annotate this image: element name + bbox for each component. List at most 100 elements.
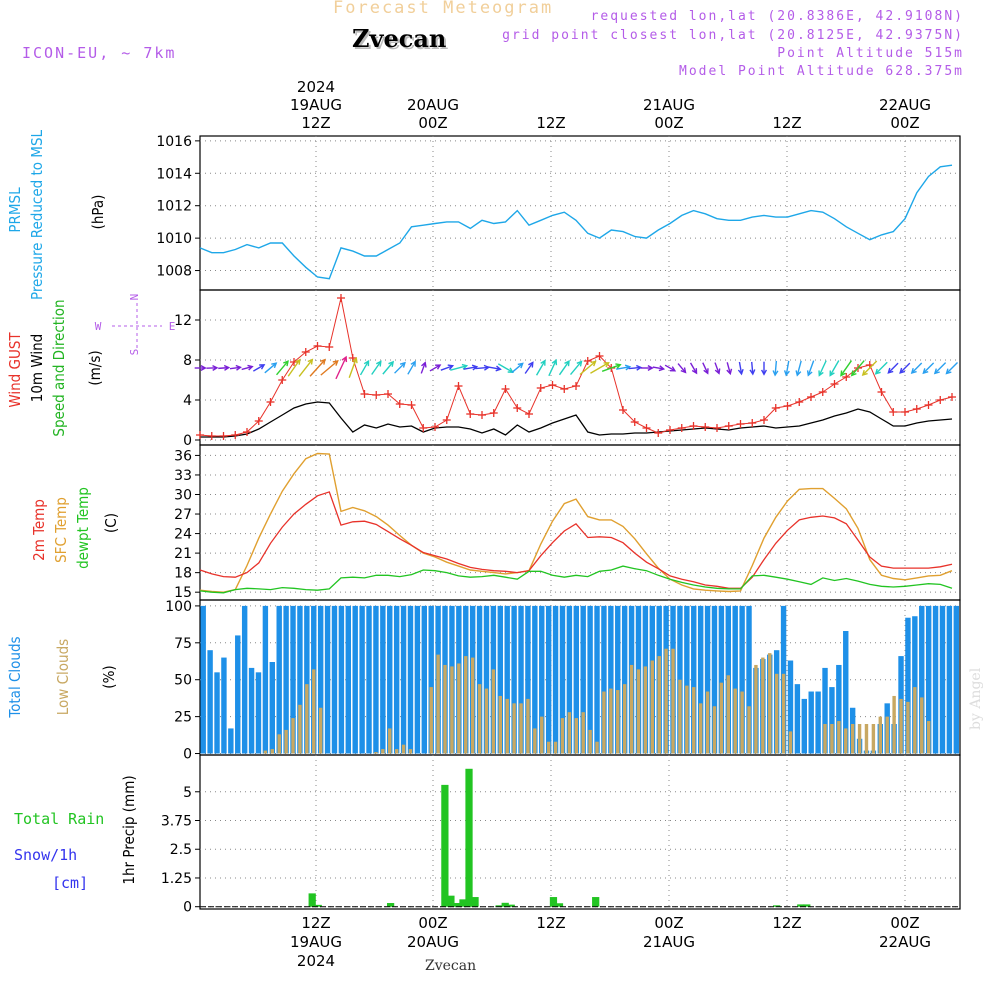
wind-direction-arrow [702, 362, 709, 374]
total-cloud-bar [366, 605, 372, 754]
total-cloud-bar [428, 605, 434, 754]
low-cloud-bar [830, 724, 834, 754]
precip-unit-label: 1hr Precip (mm) [120, 775, 138, 884]
total-cloud-bar [525, 605, 531, 754]
wind-direction-arrow [429, 364, 441, 372]
bottom-time-year: 2024 [297, 952, 335, 970]
dewpt-label: dewpt Temp [74, 487, 92, 569]
rain-bar [453, 903, 461, 907]
total-cloud-bar [939, 605, 946, 754]
compass-s: S [128, 349, 141, 356]
total-cloud-bar [476, 605, 483, 754]
wind-direction-arrow [463, 366, 477, 370]
wind-direction-arrow [241, 365, 253, 371]
precip-ytick-label: 0 [183, 900, 192, 916]
wind-direction-arrowhead [271, 362, 278, 369]
total-cloud-bar [953, 605, 959, 754]
total-cloud-bar [345, 605, 351, 754]
wind-direction-arrow [911, 362, 923, 374]
wind-direction-arrowhead [576, 360, 583, 367]
total-cloud-bar [352, 605, 358, 754]
low-cloud-bar [871, 724, 876, 754]
sfc-temp-label: SFC Temp [52, 497, 70, 563]
total-cloud-bar [801, 698, 807, 754]
total-cloud-bar [794, 684, 801, 754]
chart-title: Forecast Meteogram [333, 0, 554, 18]
wind-direction-arrow [714, 362, 720, 374]
wind-direction-arrow [851, 360, 865, 376]
total-cloud-bar [235, 635, 241, 754]
low-cloud-bar [913, 687, 917, 754]
wind-direction-arrow [475, 366, 489, 370]
total-cloud-bar [324, 605, 331, 754]
rain-bar [555, 903, 564, 907]
wind-direction-arrow [335, 356, 347, 380]
wind-direction-arrow [807, 360, 815, 376]
low-cloud-bar [906, 701, 910, 754]
rain-bar [386, 903, 395, 907]
wind-direction-arrow [382, 361, 394, 375]
wind-ytick-label: 8 [183, 353, 192, 369]
top-time-year: 2024 [297, 78, 335, 96]
total-cloud-bar [393, 605, 400, 754]
total-cloud-bar [400, 605, 407, 754]
model-point-altitude: Model Point Altitude 628.375m [679, 64, 964, 79]
total-cloud-bar [829, 687, 835, 754]
bottom-time-date: 21AUG [643, 933, 695, 951]
total-cloud-bar [290, 605, 296, 754]
low-cloud-bar [519, 703, 523, 754]
wind-direction-arrowhead [922, 368, 929, 375]
wind-direction-arrowhead [680, 367, 687, 374]
pressure-ytick-label: 1014 [156, 166, 192, 182]
rain-bar [803, 904, 811, 907]
total-cloud-bar [912, 616, 918, 754]
wind-direction-arrowhead [910, 368, 917, 375]
low-cloud-bar [609, 688, 613, 754]
wind-direction-arrowhead [307, 358, 314, 365]
wind-direction-arrow [287, 359, 301, 377]
total-cloud-bar [532, 605, 538, 754]
wind-direction-arrowhead [363, 359, 370, 367]
total-cloud-bar [932, 605, 939, 754]
temp-ytick-label: 21 [174, 546, 192, 562]
low-cloud-bar [740, 691, 744, 754]
total-cloud-bar [815, 691, 821, 754]
wind-gust-label: Wind GUST [6, 332, 24, 408]
rain-bar [773, 905, 781, 907]
low-cloud-bar [747, 706, 751, 754]
total-cloud-bar [787, 660, 794, 754]
wind-direction-arrow [875, 361, 888, 375]
low-cloud-bar [671, 648, 675, 754]
top-time-date: 20AUG [407, 96, 459, 114]
temp-2m-line [199, 491, 953, 589]
total-cloud-bar [843, 631, 849, 754]
total-cloud-bar [504, 605, 510, 754]
low-cloud-bar [388, 728, 392, 754]
total-cloud-bar [262, 605, 269, 754]
wind-direction-arrow [601, 364, 621, 372]
total-cloud-bar [228, 728, 234, 754]
low-cloud-bar [892, 695, 896, 754]
pressure-label: Pressure Reduced to MSL [28, 129, 46, 300]
total-cloud-bar [704, 605, 711, 754]
low-cloud-bar [574, 718, 578, 754]
wind-direction-arrow [420, 362, 426, 374]
low-cloud-bar [436, 654, 440, 754]
total-cloud-bar [518, 605, 524, 754]
clouds-unit-label: (%) [100, 665, 118, 688]
precip-ytick-label: 1.25 [161, 871, 192, 887]
low-cloud-bar [850, 724, 855, 754]
low-cloud-bar [761, 657, 765, 754]
low-cloud-bar [774, 673, 779, 754]
wind-direction-arrowhead [461, 363, 469, 370]
total-cloud-bar [925, 605, 932, 754]
total-cloud-bar [539, 605, 545, 754]
low-cloud-bar [926, 721, 931, 754]
wind-direction-arrowhead [669, 366, 677, 372]
temp-ytick-label: 18 [174, 566, 192, 582]
top-time-hour: 12Z [301, 114, 330, 132]
snow-unit-label: [cm] [52, 874, 88, 892]
low-cloud-bar [878, 716, 882, 754]
pressure-label: PRMSL [6, 187, 24, 233]
